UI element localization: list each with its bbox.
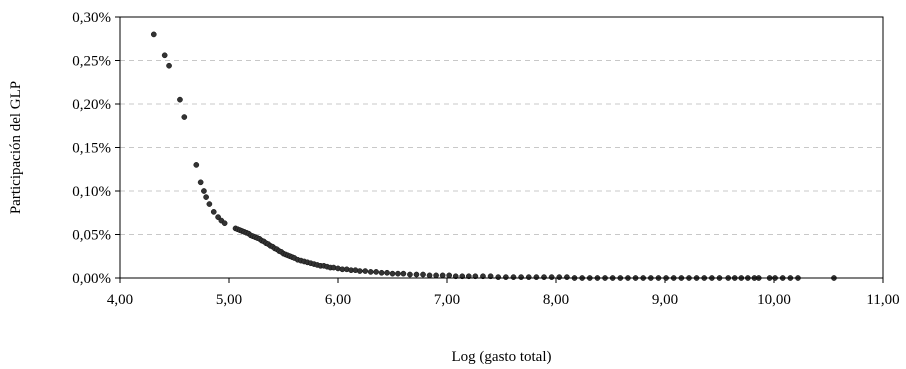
data-point: [413, 271, 420, 278]
data-point: [166, 62, 172, 69]
y-axis: 0,00% 0,05% 0,10% 0,15% 0,20% 0,25% 0,30%: [72, 10, 120, 287]
data-point: [533, 274, 540, 280]
data-point: [221, 220, 228, 227]
data-point: [203, 194, 209, 200]
data-point: [367, 269, 374, 275]
x-tick-label: 8,00: [543, 292, 569, 308]
plot-frame: [119, 16, 884, 279]
x-tick-label: 9,00: [652, 292, 678, 308]
x-axis: 4,00 5,00 6,00 7,00 8,00 9,00 10,00 11,00: [107, 278, 900, 308]
data-point: [556, 274, 563, 280]
y-tick-label: 0,05%: [72, 228, 111, 244]
data-point: [161, 52, 168, 59]
data-point: [150, 31, 157, 38]
x-tick-label: 11,00: [866, 292, 899, 308]
y-tick-label: 0,20%: [72, 97, 111, 113]
data-point: [518, 274, 524, 280]
data-point: [503, 274, 509, 280]
data-point: [193, 162, 200, 168]
data-point: [389, 270, 396, 277]
x-tick-label: 7,00: [434, 292, 460, 308]
data-point: [177, 96, 183, 103]
y-tick-label: 0,10%: [72, 184, 111, 200]
data-point: [426, 272, 433, 279]
y-gridlines: [120, 60, 883, 235]
data-point: [201, 188, 207, 194]
data-points: [150, 31, 837, 281]
x-tick-label: 4,00: [107, 292, 133, 308]
y-tick-label: 0,00%: [72, 271, 111, 287]
data-point: [378, 269, 385, 276]
data-point: [439, 272, 446, 279]
data-point: [206, 201, 213, 207]
data-point: [541, 274, 547, 280]
data-point: [197, 179, 204, 186]
y-axis-title: Participación del GLP: [8, 81, 24, 214]
data-point: [181, 114, 188, 120]
data-point: [525, 274, 532, 280]
data-point: [215, 214, 221, 220]
data-point: [407, 271, 413, 278]
x-axis-title: Log (gasto total): [452, 349, 552, 365]
data-point: [433, 272, 439, 279]
data-point: [356, 268, 363, 274]
data-point: [210, 209, 217, 215]
x-tick-label: 6,00: [325, 292, 351, 308]
data-point: [510, 274, 517, 280]
data-point: [400, 270, 407, 277]
data-point: [548, 274, 555, 280]
data-point: [446, 272, 453, 279]
data-point: [362, 268, 369, 274]
data-point: [420, 271, 426, 278]
x-tick-label: 5,00: [216, 292, 242, 308]
y-tick-label: 0,25%: [72, 54, 111, 70]
data-point: [373, 269, 379, 275]
data-point: [564, 274, 570, 280]
y-tick-label: 0,30%: [72, 10, 111, 26]
y-tick-label: 0,15%: [72, 141, 111, 157]
data-point: [395, 270, 401, 277]
data-point: [384, 269, 390, 276]
x-tick-label: 10,00: [757, 292, 791, 308]
data-point: [495, 274, 502, 280]
